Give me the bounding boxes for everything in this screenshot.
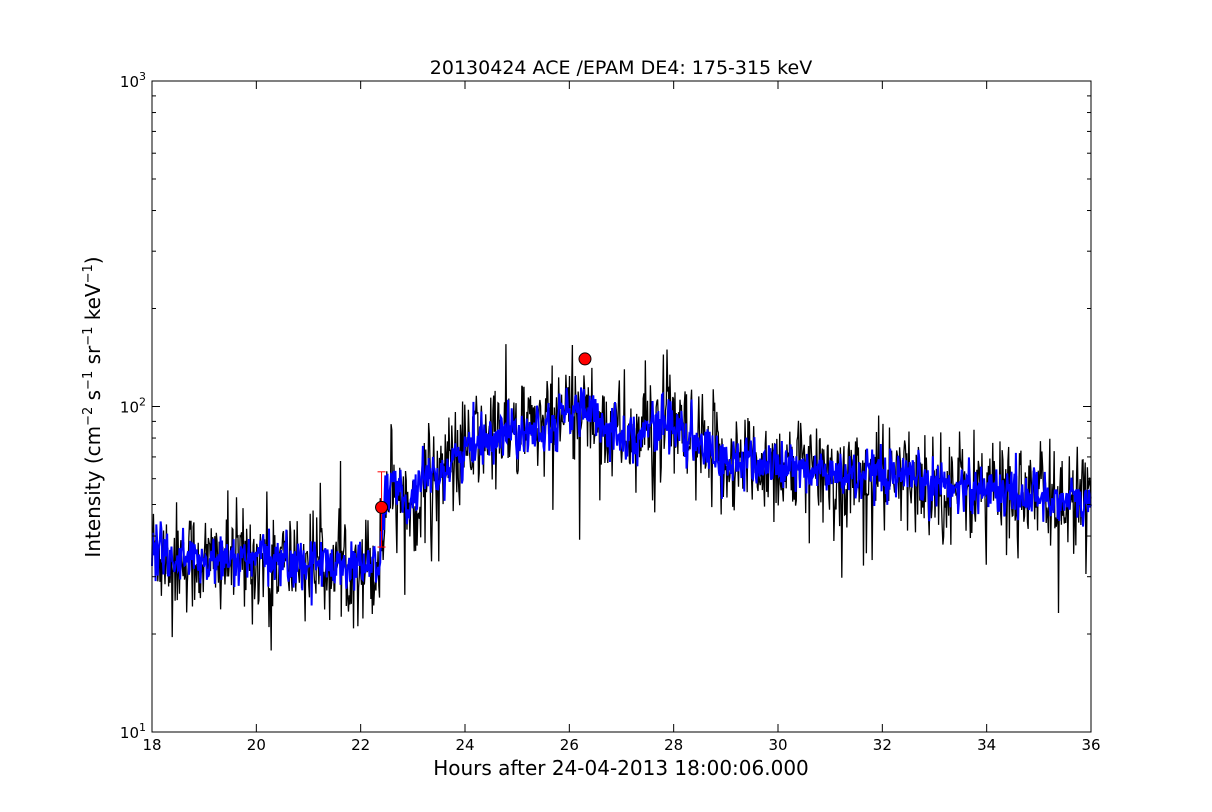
x-tick-label-4: 26 (560, 736, 579, 754)
tick-layer (151, 80, 1092, 733)
chart-title: 20130424 ACE /EPAM DE4: 175-315 keV (430, 57, 812, 79)
series-smoothed-line (151, 387, 1092, 606)
x-tick-label-6: 30 (768, 736, 787, 754)
x-tick-label-9: 36 (1081, 736, 1100, 754)
y-tick-label-0: 101 (120, 721, 146, 742)
event-marker-1 (578, 352, 592, 366)
x-tick-labels: 18 20 22 24 26 28 30 32 34 36 (142, 736, 1100, 754)
x-tick-label-2: 22 (351, 736, 370, 754)
marker-layer (375, 352, 592, 548)
x-axis-label: Hours after 24-04-2013 18:00:06.000 (433, 756, 809, 780)
x-tick-label-1: 20 (247, 736, 266, 754)
x-tick-label-8: 34 (977, 736, 996, 754)
y-tick-label-1: 102 (120, 396, 146, 417)
x-tick-label-5: 28 (664, 736, 683, 754)
event-marker-0 (375, 500, 389, 514)
series-layer (151, 344, 1092, 651)
x-tick-label-0: 18 (142, 736, 161, 754)
y-tick-label-2: 103 (120, 70, 146, 91)
y-axis-label: Intensity (cm−2 s−1 sr−1 keV−1) (81, 256, 105, 557)
x-tick-label-7: 32 (873, 736, 892, 754)
y-tick-labels: 101 102 103 (120, 70, 146, 742)
x-tick-label-3: 24 (455, 736, 474, 754)
plot-area (152, 81, 1091, 732)
